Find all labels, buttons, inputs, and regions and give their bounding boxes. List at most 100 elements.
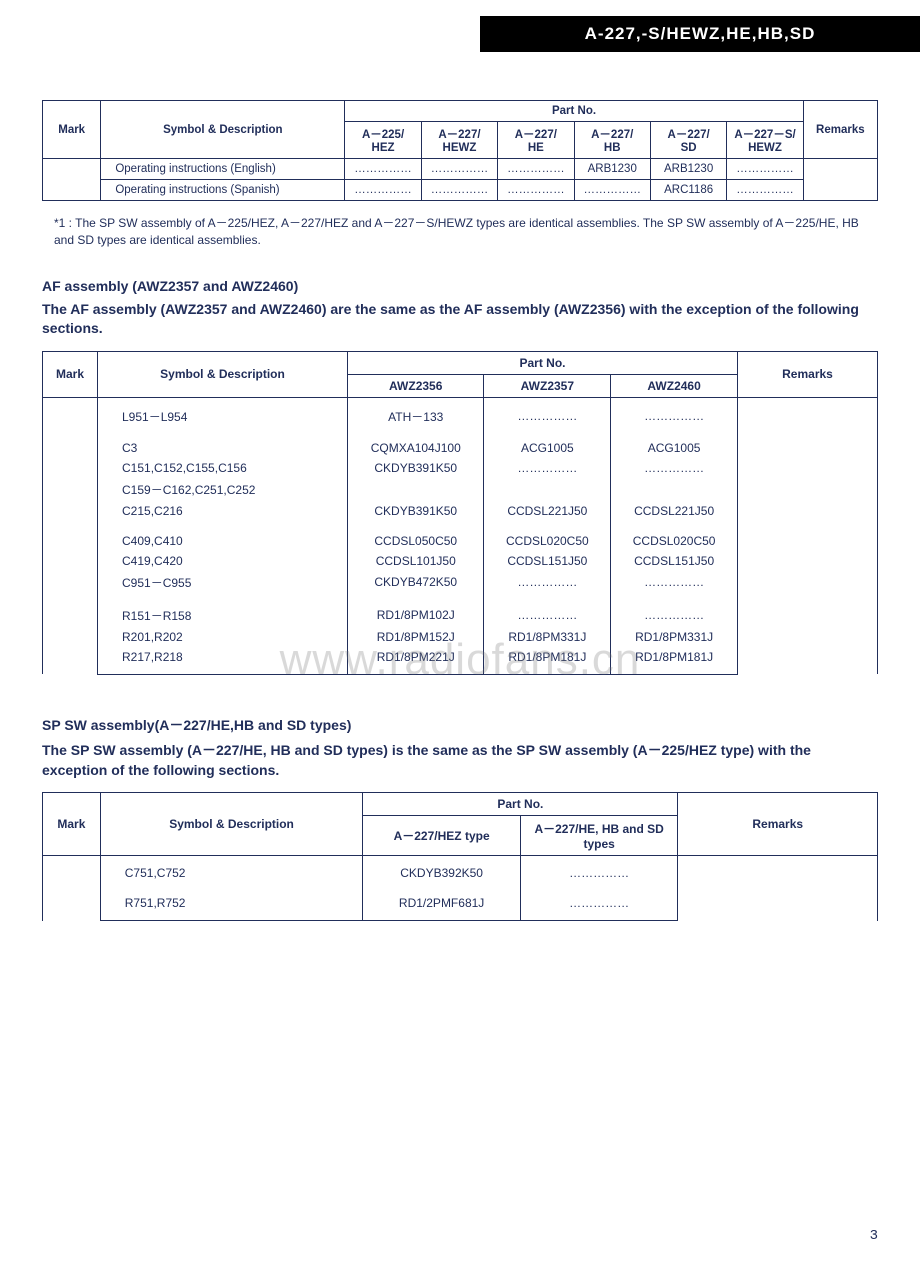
t2-sub-1: AWZ2357 — [484, 374, 611, 397]
t2-val-cell — [348, 428, 484, 438]
t2-val-cell — [611, 478, 738, 501]
t2-val-cell: RD1/8PM181J — [484, 647, 611, 675]
t2-remarks-cell — [738, 397, 878, 674]
t2-val-cell: ATH－133 — [348, 397, 484, 428]
t1-r1-v0: …………… — [345, 180, 421, 201]
t3-remarks-cell — [678, 856, 878, 921]
t2-sym-cell: R151－R158 — [98, 604, 348, 627]
t2-val-cell: ACG1005 — [611, 438, 738, 458]
footnote-1: *1 : The SP SW assembly of A－225/HEZ, A－… — [54, 215, 878, 250]
t1-col-sym: Symbol & Description — [101, 101, 345, 159]
t3-sub-0: A－227/HEZ type — [363, 816, 521, 856]
t2-val-cell: …………… — [484, 571, 611, 594]
t1-r0-v3: ARB1230 — [574, 159, 650, 180]
t3-sub-1: A－227/HE, HB and SD types — [520, 816, 678, 856]
t2-val-cell — [348, 594, 484, 604]
model-header-band: A-227,-S/HEWZ,HE,HB,SD — [480, 16, 920, 52]
t2-val-cell: CCDSL221J50 — [484, 501, 611, 521]
t2-sym-cell: C151,C152,C155,C156 — [98, 458, 348, 478]
t3-val-cell — [520, 883, 678, 893]
t2-val-cell: CCDSL151J50 — [611, 551, 738, 571]
t2-val-cell: CKDYB391K50 — [348, 458, 484, 478]
t1-r0-v4: ARB1230 — [650, 159, 726, 180]
t2-sym-cell: C3 — [98, 438, 348, 458]
af-assembly-title: AF assembly (AWZ2357 and AWZ2460) — [42, 278, 878, 294]
t1-r1-v1: …………… — [421, 180, 497, 201]
t2-val-cell: RD1/8PM152J — [348, 627, 484, 647]
parts-table-1: Mark Symbol & Description Part No. Remar… — [42, 100, 878, 201]
t2-val-cell — [484, 594, 611, 604]
t2-val-cell: …………… — [611, 604, 738, 627]
t1-col-mark: Mark — [43, 101, 101, 159]
t2-val-cell: ACG1005 — [484, 438, 611, 458]
t2-val-cell: CCDSL221J50 — [611, 501, 738, 521]
t1-sub-4: A－227/ SD — [650, 122, 726, 159]
t1-col-partno: Part No. — [345, 101, 803, 122]
t3-col-mark: Mark — [43, 793, 101, 856]
table-row: C751,C752CKDYB392K50…………… — [43, 856, 878, 884]
table-row: Operating instructions (Spanish) …………… …… — [43, 180, 878, 201]
t2-val-cell: CCDSL101J50 — [348, 551, 484, 571]
spsw-assembly-sub: The SP SW assembly (A－227/HE, HB and SD … — [42, 741, 878, 780]
t2-col-sym: Symbol & Description — [98, 351, 348, 397]
t2-sym-cell — [98, 428, 348, 438]
page-content: Mark Symbol & Description Part No. Remar… — [0, 0, 920, 921]
t2-val-cell: …………… — [484, 397, 611, 428]
t1-sub-5: A－227－S/ HEWZ — [727, 122, 803, 159]
t2-sym-cell: C409,C410 — [98, 531, 348, 551]
t2-val-cell — [611, 521, 738, 531]
t1-sub-0: A－225/ HEZ — [345, 122, 421, 159]
af-assembly-sub: The AF assembly (AWZ2357 and AWZ2460) ar… — [42, 300, 878, 339]
t2-sym-cell: R201,R202 — [98, 627, 348, 647]
t2-val-cell: …………… — [611, 571, 738, 594]
parts-table-3: Mark Symbol & Description Part No. Remar… — [42, 792, 878, 921]
t2-val-cell: RD1/8PM102J — [348, 604, 484, 627]
t1-sub-2: A－227/ HE — [498, 122, 574, 159]
t2-col-remarks: Remarks — [738, 351, 878, 397]
t1-r1-v5: …………… — [727, 180, 803, 201]
table-row: Operating instructions (English) …………… …… — [43, 159, 878, 180]
t2-sym-cell: C419,C420 — [98, 551, 348, 571]
t1-r1-v3: …………… — [574, 180, 650, 201]
t2-sub-2: AWZ2460 — [611, 374, 738, 397]
t2-sym-cell: C215,C216 — [98, 501, 348, 521]
t3-mark-cell — [43, 856, 101, 921]
t2-sub-0: AWZ2356 — [348, 374, 484, 397]
t1-r0-sym: Operating instructions (English) — [101, 159, 345, 180]
t2-sym-cell: L951－L954 — [98, 397, 348, 428]
t2-val-cell: RD1/8PM331J — [611, 627, 738, 647]
t2-sym-cell — [98, 594, 348, 604]
t3-val-cell: RD1/2PMF681J — [363, 893, 521, 921]
parts-table-2: Mark Symbol & Description Part No. Remar… — [42, 351, 878, 675]
t2-mark-cell — [43, 397, 98, 674]
t2-val-cell: …………… — [611, 458, 738, 478]
t2-sym-cell — [98, 521, 348, 531]
t1-r0-v5: …………… — [727, 159, 803, 180]
t2-val-cell: RD1/8PM221J — [348, 647, 484, 675]
t1-r1-v2: …………… — [498, 180, 574, 201]
t2-val-cell: …………… — [611, 397, 738, 428]
t1-sub-3: A－227/ HB — [574, 122, 650, 159]
t2-col-mark: Mark — [43, 351, 98, 397]
t2-val-cell: RD1/8PM331J — [484, 627, 611, 647]
t3-val-cell: CKDYB392K50 — [363, 856, 521, 884]
t2-val-cell: …………… — [484, 458, 611, 478]
t2-val-cell: CQMXA104J100 — [348, 438, 484, 458]
t3-val-cell: …………… — [520, 856, 678, 884]
t1-r1-v4: ARC1186 — [650, 180, 726, 201]
t2-val-cell — [611, 594, 738, 604]
t2-val-cell: CKDYB472K50 — [348, 571, 484, 594]
t2-val-cell — [484, 428, 611, 438]
t2-val-cell — [611, 428, 738, 438]
t2-val-cell: CCDSL020C50 — [611, 531, 738, 551]
t2-sym-cell: R217,R218 — [98, 647, 348, 675]
page: A-227,-S/HEWZ,HE,HB,SD www.radiofans.cn … — [0, 0, 920, 1268]
t3-sym-cell: R751,R752 — [100, 893, 363, 921]
t3-col-remarks: Remarks — [678, 793, 878, 856]
t1-col-remarks: Remarks — [803, 101, 877, 159]
t1-r0-v0: …………… — [345, 159, 421, 180]
t2-val-cell: CKDYB391K50 — [348, 501, 484, 521]
table-row: L951－L954ATH－133………………………… — [43, 397, 878, 428]
t3-sym-cell: C751,C752 — [100, 856, 363, 884]
t1-r1-sym: Operating instructions (Spanish) — [101, 180, 345, 201]
